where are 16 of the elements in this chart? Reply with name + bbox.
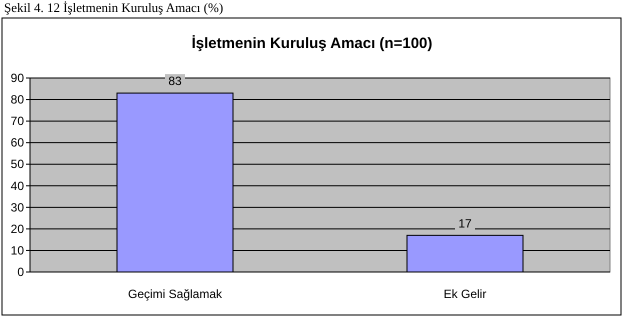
- data-label: 83: [168, 74, 182, 88]
- x-tick-label: Ek Gelir: [444, 287, 486, 301]
- data-label: 17: [458, 216, 472, 230]
- y-tick-label: 60: [10, 136, 24, 150]
- y-tick-label: 30: [10, 200, 24, 214]
- y-tick-label: 50: [10, 157, 24, 172]
- y-tick-label: 0: [17, 265, 24, 279]
- x-tick-label: Geçimi Sağlamak: [128, 287, 224, 301]
- y-tick-label: 90: [10, 71, 24, 85]
- y-tick-label: 10: [10, 243, 24, 258]
- y-tick-label: 40: [10, 178, 24, 193]
- y-tick-label: 70: [10, 114, 24, 128]
- y-tick-label: 80: [10, 92, 24, 107]
- chart-title: İşletmenin Kuruluş Amacı (n=100): [192, 35, 432, 52]
- text: Şekil 4. 12 İşletmenin Kuruluş Amacı (%): [4, 0, 224, 15]
- y-tick-label: 20: [10, 222, 24, 236]
